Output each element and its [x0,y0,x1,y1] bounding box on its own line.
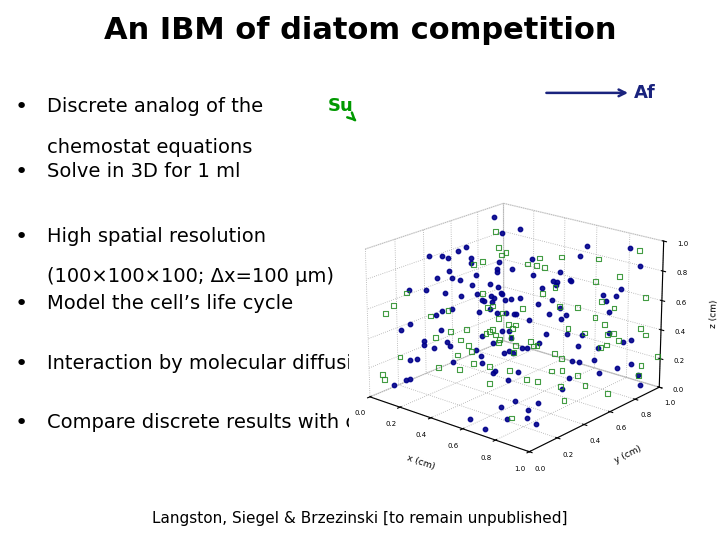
Text: •: • [14,227,27,247]
Text: •: • [14,97,27,117]
Text: •: • [14,354,27,374]
Text: High spatial resolution: High spatial resolution [47,227,266,246]
Text: Interaction by molecular diffusion of SiO₄ only: Interaction by molecular diffusion of Si… [47,354,496,373]
Text: Compare discrete results with chemostat equations: Compare discrete results with chemostat … [47,413,551,432]
Text: Model the cell’s life cycle: Model the cell’s life cycle [47,294,293,313]
Text: •: • [14,162,27,182]
Text: Langston, Siegel & Brzezinski [to remain unpublished]: Langston, Siegel & Brzezinski [to remain… [152,511,568,526]
Text: Su: Su [328,97,355,120]
Text: Discrete analog of the: Discrete analog of the [47,97,263,116]
Text: •: • [14,413,27,433]
Text: Af: Af [546,84,655,102]
Y-axis label: y (cm): y (cm) [613,444,642,465]
Text: An IBM of diatom competition: An IBM of diatom competition [104,16,616,45]
Text: Solve in 3D for 1 ml: Solve in 3D for 1 ml [47,162,240,181]
Text: •: • [14,294,27,314]
X-axis label: x (cm): x (cm) [405,453,436,471]
Text: (100×100×100; Δx=100 μm): (100×100×100; Δx=100 μm) [47,267,334,286]
Text: chemostat equations: chemostat equations [47,138,252,157]
